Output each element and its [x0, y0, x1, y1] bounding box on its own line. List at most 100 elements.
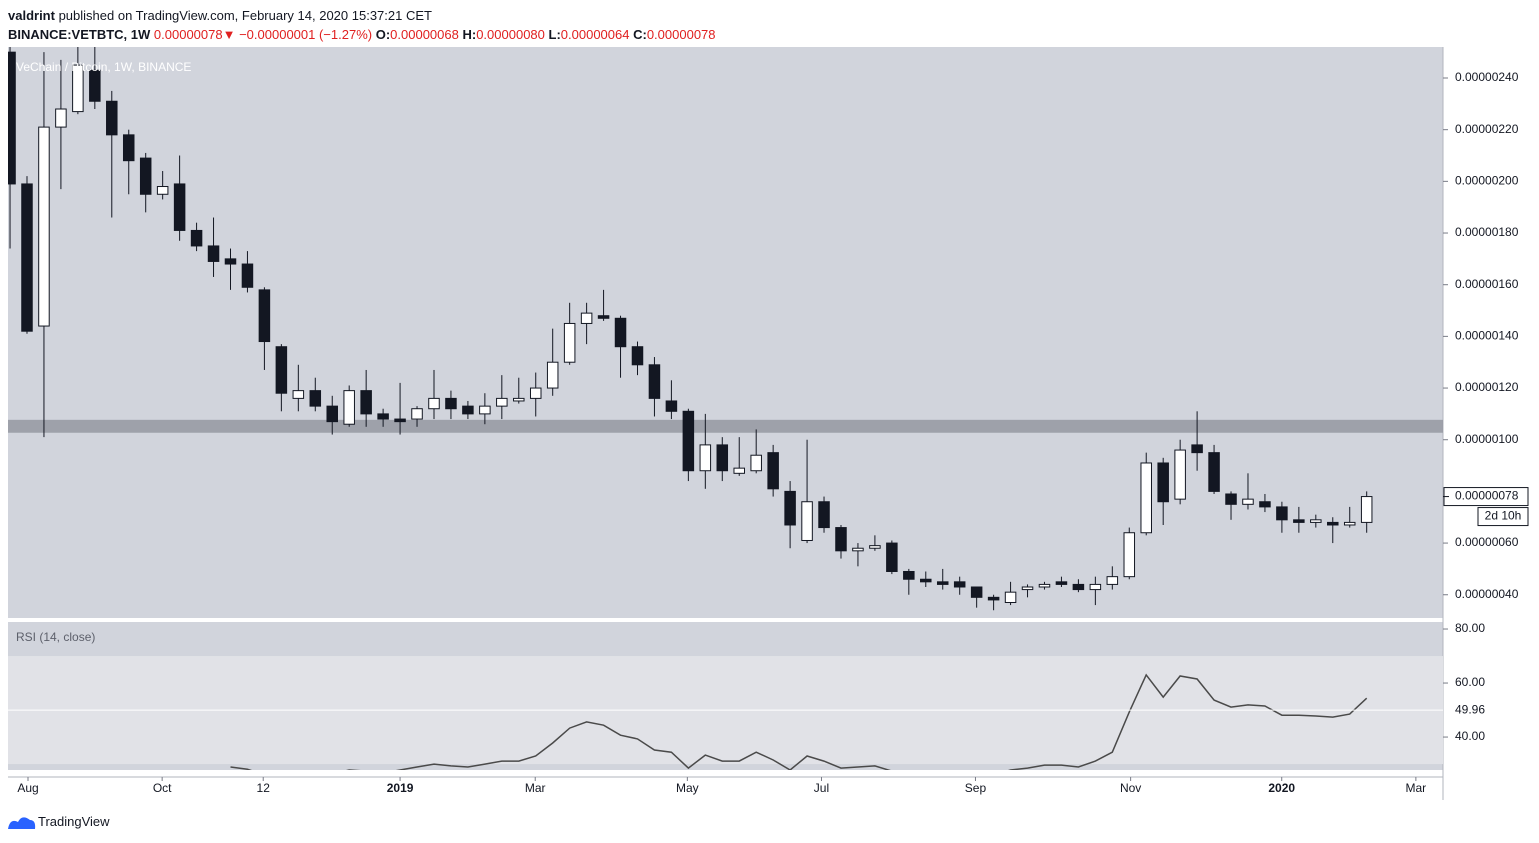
y-tick-label: 0.00000220 [1455, 122, 1519, 136]
header-line-1: valdrint published on TradingView.com, F… [8, 6, 716, 25]
rsi-y-tick-label: 80.00 [1455, 621, 1485, 635]
candle-body [106, 100, 118, 136]
x-tick-label: 2019 [387, 781, 414, 795]
y-tick-label: 0.00000180 [1455, 225, 1519, 239]
candle-body [1038, 583, 1051, 588]
chart-legend: VeChain / Bitcoin, 1W, BINANCE [16, 60, 191, 74]
candle-body [597, 315, 610, 319]
logo-icon [8, 817, 36, 829]
symbol: BINANCE:VETBTC, 1W [8, 27, 151, 42]
change: −0.00000001 (−1.27%) [239, 27, 373, 42]
x-tick-label: 2020 [1268, 781, 1295, 795]
candle-body [835, 527, 847, 552]
candle-body [1021, 586, 1034, 591]
y-tick-label: 0.00000100 [1455, 432, 1519, 446]
candle-body [38, 126, 50, 327]
candle-body [936, 581, 949, 585]
candle-body [326, 405, 338, 423]
candle-body [1191, 444, 1203, 454]
candle-body [1293, 519, 1305, 523]
candle-body [292, 390, 305, 399]
candle-body [1072, 583, 1085, 591]
candle-body [89, 69, 101, 102]
candle-body [513, 397, 525, 402]
price: 0.00000078 [153, 27, 223, 42]
candle-body [258, 289, 271, 343]
resistance-zone [8, 419, 1443, 433]
published: published on TradingView.com, February 1… [54, 8, 432, 23]
y-tick-label: 0.00000040 [1455, 587, 1519, 601]
y-tick-label: 0.00000140 [1455, 329, 1519, 343]
header-line-2: BINANCE:VETBTC, 1W 0.00000078▼ −0.000000… [8, 25, 716, 44]
candle-body [275, 346, 288, 394]
candle-body [445, 397, 457, 410]
x-tick-label: 12 [257, 781, 271, 795]
close-value: 0.00000078 [646, 27, 716, 42]
candle-body [377, 413, 389, 420]
candle-body [801, 501, 813, 541]
candle-body [665, 400, 678, 412]
x-tick-label: Jul [814, 781, 829, 795]
arrow: ▼ [222, 27, 236, 42]
high-label: H: [462, 27, 477, 42]
x-tick-label: Mar [1406, 781, 1427, 795]
candle-body [1276, 506, 1288, 521]
rsi-line [230, 673, 1368, 770]
candle-body [55, 108, 67, 128]
candle-body [343, 390, 355, 425]
candle-body [682, 410, 695, 472]
candle-body [1089, 583, 1102, 591]
candle-body [496, 397, 508, 407]
rsi-marker-label: 49.96 [1455, 702, 1485, 716]
y-tick-label: 0.00000200 [1455, 174, 1519, 188]
candle-body [903, 570, 915, 580]
candle-body [546, 361, 559, 389]
open-value: 0.00000068 [390, 27, 459, 42]
rsi-y-tick-label: 60.00 [1455, 675, 1485, 689]
footer-brand: TradingView [38, 814, 110, 829]
low-value: 0.00000064 [560, 27, 630, 42]
candle-body [428, 397, 440, 410]
countdown-box [1477, 507, 1529, 527]
candle-body [360, 390, 372, 415]
candle-body [207, 245, 220, 262]
candle-body [750, 454, 762, 472]
candle-body [1157, 462, 1169, 503]
candle-body [699, 444, 712, 472]
candle-body [767, 452, 779, 490]
candle-body [1123, 532, 1136, 578]
candle-body [716, 444, 729, 472]
candle-body [139, 157, 152, 195]
low-label: L: [548, 27, 561, 42]
main-pane [8, 47, 1443, 618]
candle-body [869, 545, 881, 549]
candle-body [72, 64, 84, 113]
candle-body [987, 596, 1000, 601]
candle-body [1360, 496, 1373, 523]
rsi-legend: RSI (14, close) [16, 630, 95, 644]
x-tick-label: Aug [17, 781, 38, 795]
candle-body [156, 186, 169, 195]
candle-body [1174, 449, 1186, 500]
y-tick-label: 0.00000240 [1455, 70, 1519, 84]
candle-body [21, 183, 33, 332]
candle-body [122, 134, 135, 162]
candle-body [1225, 493, 1237, 505]
axes: 0.00000040 0.00000060 0.00000100 0.00000120… [17, 70, 1529, 795]
open-label: O: [375, 27, 391, 42]
candle-body [970, 586, 983, 598]
header: valdrint published on TradingView.com, F… [8, 6, 716, 44]
candle-body [648, 364, 661, 399]
author: valdrint [8, 8, 55, 23]
candle-body [580, 312, 593, 324]
high-value: 0.00000080 [476, 27, 545, 42]
candle-body [224, 258, 237, 265]
y-tick-label: 0.00000160 [1455, 277, 1519, 291]
candle-body [1004, 591, 1017, 603]
candle-body [479, 405, 491, 415]
candle-body [1259, 501, 1271, 508]
candle-body [953, 581, 966, 588]
candle-body [462, 405, 474, 415]
